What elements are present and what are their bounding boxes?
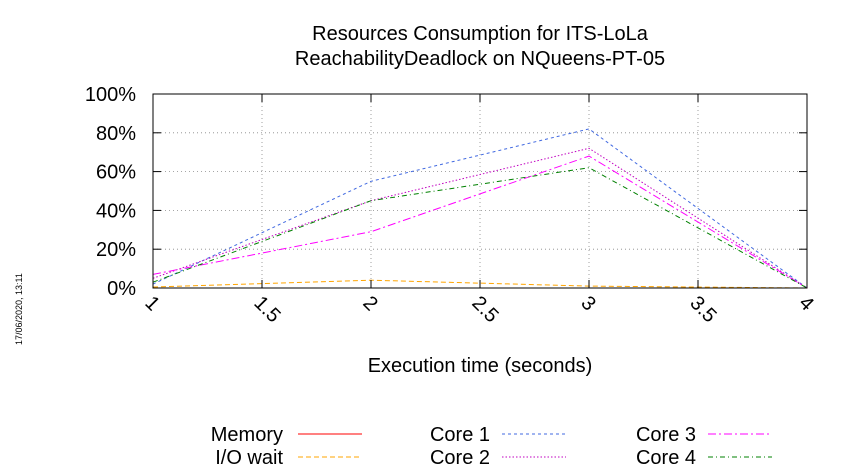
x-tick-label: 2	[358, 292, 381, 315]
series-line-core-3	[152, 155, 808, 289]
y-tick-label: 80%	[96, 123, 136, 145]
x-tick-label: 3	[576, 292, 599, 315]
grid	[153, 94, 807, 288]
legend-label: Core 2	[430, 447, 490, 469]
x-tick-label: 1	[140, 292, 163, 315]
y-axis: 0% 20% 40% 60% 80% 100%	[85, 84, 807, 300]
series-line-core-1	[152, 128, 808, 289]
series-line-core-2	[152, 147, 808, 289]
legend-label: Core 1	[430, 424, 490, 446]
y-tick-label: 60%	[96, 162, 136, 184]
series-line-core-4	[152, 167, 808, 289]
y-tick-label: 20%	[96, 239, 136, 261]
legend-label: Core 3	[636, 424, 696, 446]
y-tick-label: 0%	[107, 278, 136, 300]
legend-label: I/O wait	[215, 447, 283, 469]
x-tick-label: 3.5	[685, 292, 720, 327]
chart-title-line-1: Resources Consumption for ITS-LoLa	[312, 23, 649, 45]
y-tick-label: 100%	[85, 84, 136, 106]
x-tick-label: 1.5	[249, 292, 284, 327]
legend-label: Core 4	[636, 447, 696, 469]
legend-label: Memory	[211, 424, 283, 446]
x-axis-label: Execution time (seconds)	[368, 355, 593, 377]
x-tick-label: 4	[794, 292, 817, 315]
x-axis: 1 1.5 2 2.5 3 3.5 4	[140, 94, 818, 327]
side-stamp: 17/06/2020, 13:11	[14, 273, 24, 345]
plot-area	[152, 128, 808, 289]
chart-title-line-2: ReachabilityDeadlock on NQueens-PT-05	[295, 48, 665, 70]
x-tick-label: 2.5	[467, 292, 502, 327]
y-tick-label: 40%	[96, 200, 136, 222]
